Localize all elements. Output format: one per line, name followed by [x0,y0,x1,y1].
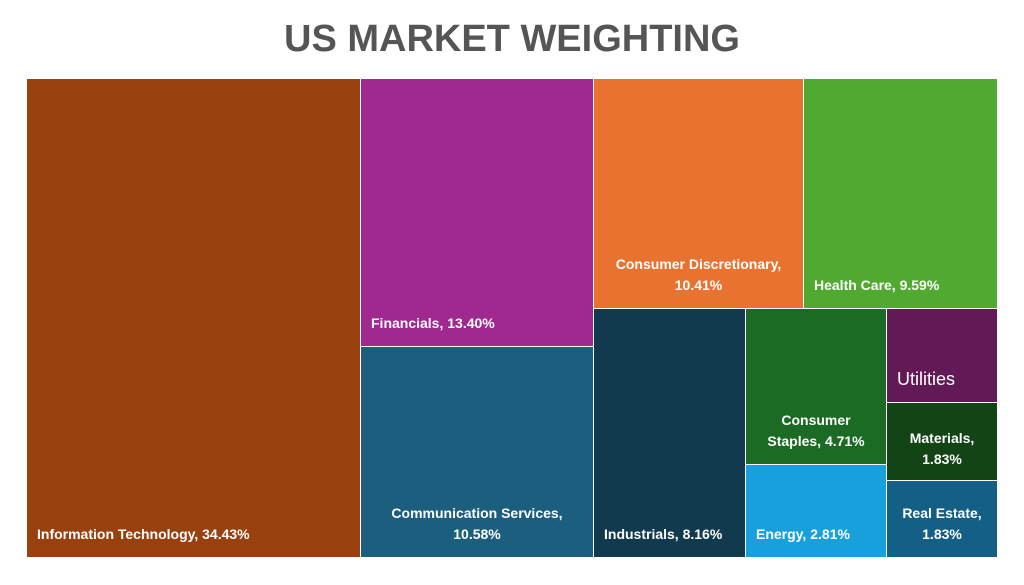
tile-label-line: Utilities [897,369,956,389]
tile-label: Information Technology, 34.43% [37,524,250,545]
tile-label: Consumer Discretionary, 10.41% [594,254,803,296]
treemap-tile-comm: Communication Services, 10.58% [361,347,593,557]
treemap-tile-hc: Health Care, 9.59% [804,79,997,308]
tile-label-line: 1.83% [922,451,962,467]
treemap-tile-re: Real Estate, 1.83% [887,481,997,557]
tile-label: Real Estate, 1.83% [887,503,997,545]
tile-label-line: 10.41% [674,277,723,293]
tile-label: Materials, 1.83% [887,428,997,470]
tile-label-line: Materials, [909,430,975,446]
tile-label-line: Real Estate, [902,505,982,521]
tile-label-line: 1.83% [922,526,962,542]
treemap-tile-it: Information Technology, 34.43% [27,79,360,557]
tile-label-line: Energy, 2.81% [756,526,850,542]
treemap-tile-fin: Financials, 13.40% [361,79,593,346]
tile-label-line: Consumer Discretionary, [615,256,782,272]
tile-label-line: 10.58% [453,526,501,542]
tile-label-line: Financials, 13.40% [371,315,495,331]
tile-label-line: Health Care, 9.59% [814,277,940,293]
tile-label-line: Information Technology, 34.43% [37,526,250,542]
tile-label-line: Consumer [781,412,851,428]
tile-label: Financials, 13.40% [371,313,495,334]
tile-label: Communication Services, 10.58% [361,503,593,545]
tile-label-line: Communication Services, [391,505,563,521]
tile-label: Industrials, 8.16% [604,524,722,545]
treemap-tile-cs: Consumer Staples, 4.71% [746,309,886,464]
treemap-tile-cd: Consumer Discretionary, 10.41% [594,79,803,308]
treemap-tile-mat: Materials, 1.83% [887,403,997,480]
tile-label: Utilities [897,369,955,390]
tile-label: Energy, 2.81% [756,524,850,545]
treemap-tile-ind: Industrials, 8.16% [594,309,745,557]
chart-title: US MARKET WEIGHTING [284,18,740,60]
tile-label-line: Staples, 4.71% [767,433,865,449]
tile-label: Consumer Staples, 4.71% [746,410,886,452]
tile-label-line: Industrials, 8.16% [604,526,723,542]
treemap-tile-util: Utilities [887,309,997,402]
tile-label: Health Care, 9.59% [814,275,939,296]
treemap-tile-en: Energy, 2.81% [746,465,886,557]
